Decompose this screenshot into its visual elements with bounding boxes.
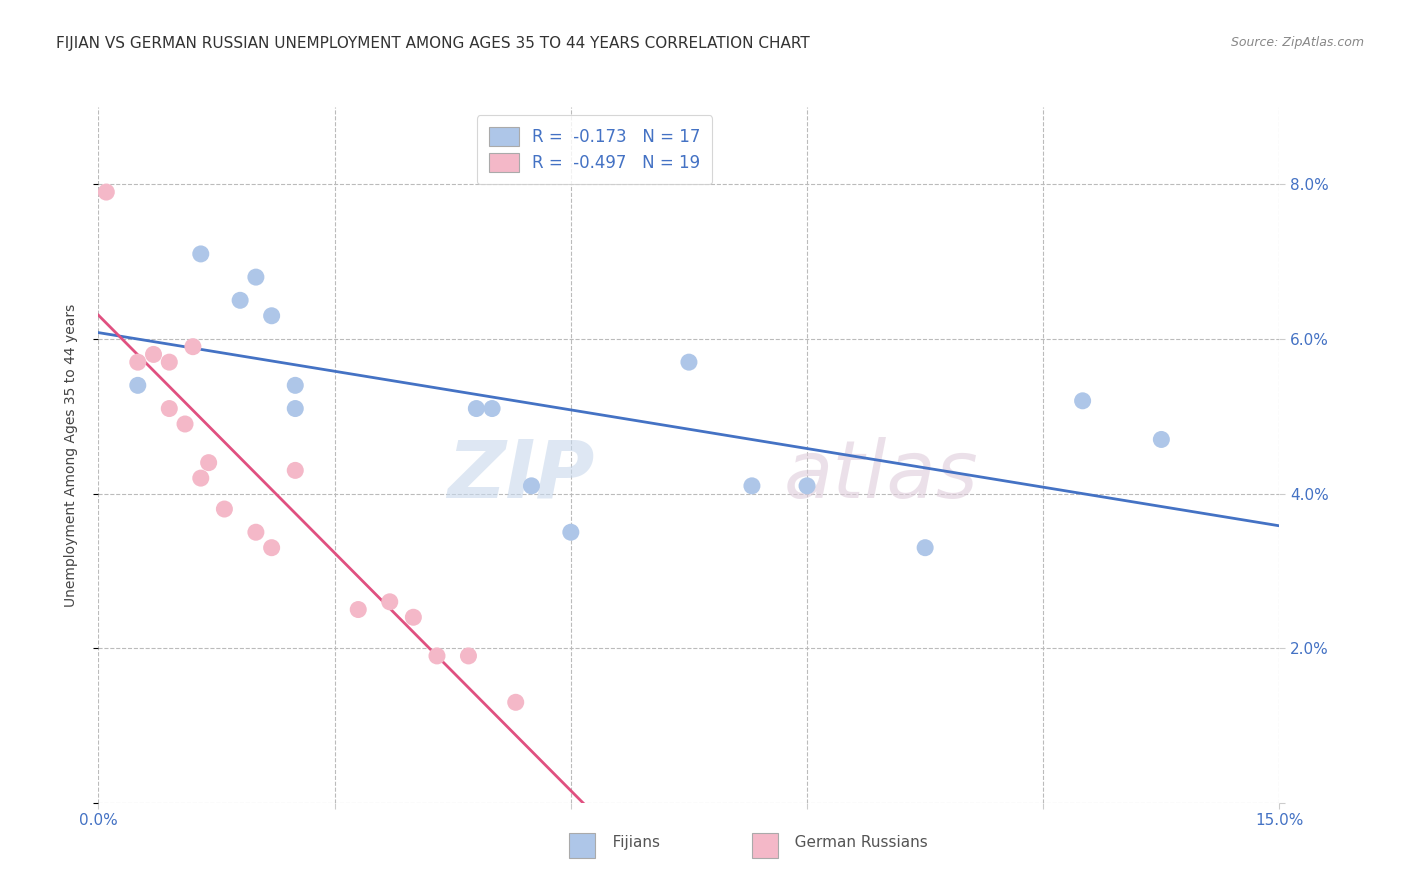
Y-axis label: Unemployment Among Ages 35 to 44 years: Unemployment Among Ages 35 to 44 years bbox=[63, 303, 77, 607]
Point bbox=[560, 525, 582, 540]
Point bbox=[465, 401, 488, 416]
Point bbox=[157, 355, 180, 369]
Point bbox=[96, 185, 118, 199]
Point bbox=[157, 401, 180, 416]
Point bbox=[914, 541, 936, 555]
Point bbox=[284, 378, 307, 392]
Point bbox=[741, 479, 763, 493]
Point bbox=[402, 610, 425, 624]
Point bbox=[127, 355, 149, 369]
Text: German Russians: German Russians bbox=[780, 836, 928, 850]
Point bbox=[181, 340, 204, 354]
Point bbox=[378, 595, 401, 609]
Point bbox=[284, 401, 307, 416]
Text: ZIP: ZIP bbox=[447, 437, 595, 515]
Point bbox=[481, 401, 503, 416]
Legend: R =  -0.173   N = 17, R =  -0.497   N = 19: R = -0.173 N = 17, R = -0.497 N = 19 bbox=[477, 115, 711, 184]
Point bbox=[520, 479, 543, 493]
Point bbox=[796, 479, 818, 493]
Point bbox=[1150, 433, 1173, 447]
Point bbox=[190, 247, 212, 261]
Point bbox=[190, 471, 212, 485]
Point bbox=[426, 648, 449, 663]
Text: Fijians: Fijians bbox=[598, 836, 659, 850]
Text: FIJIAN VS GERMAN RUSSIAN UNEMPLOYMENT AMONG AGES 35 TO 44 YEARS CORRELATION CHAR: FIJIAN VS GERMAN RUSSIAN UNEMPLOYMENT AM… bbox=[56, 36, 810, 51]
Point bbox=[245, 525, 267, 540]
Point bbox=[284, 463, 307, 477]
Point bbox=[174, 417, 197, 431]
Point bbox=[260, 309, 283, 323]
Text: atlas: atlas bbox=[783, 437, 979, 515]
Point bbox=[347, 602, 370, 616]
Point bbox=[457, 648, 479, 663]
Point bbox=[142, 347, 165, 361]
Text: Source: ZipAtlas.com: Source: ZipAtlas.com bbox=[1230, 36, 1364, 49]
Point bbox=[1071, 393, 1094, 408]
Point bbox=[678, 355, 700, 369]
Point bbox=[260, 541, 283, 555]
Point bbox=[245, 270, 267, 285]
Point bbox=[197, 456, 219, 470]
Point bbox=[505, 695, 527, 709]
Point bbox=[127, 378, 149, 392]
Point bbox=[229, 293, 252, 308]
Point bbox=[214, 502, 236, 516]
